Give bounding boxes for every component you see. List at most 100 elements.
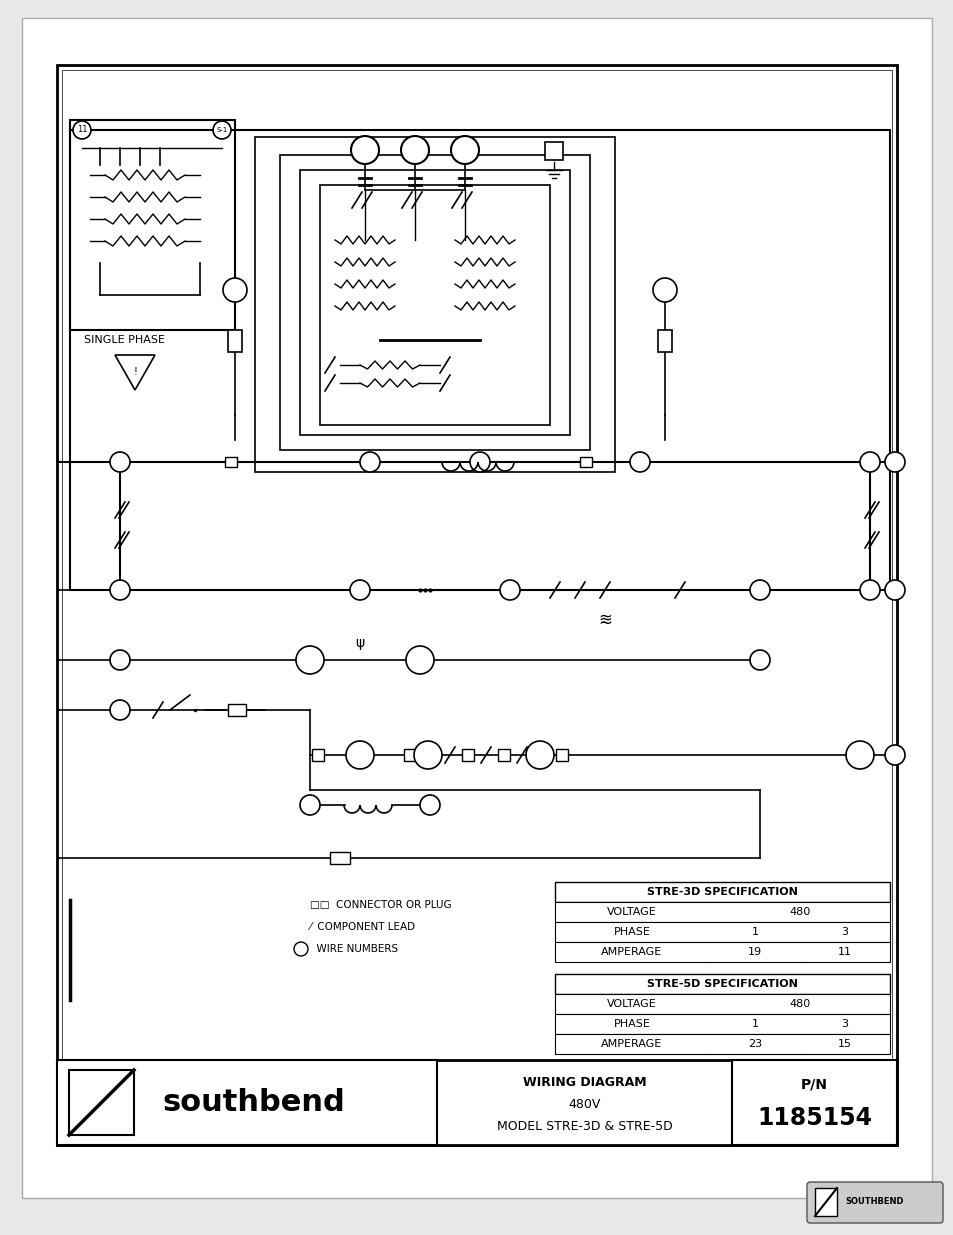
Circle shape [73, 121, 91, 140]
Bar [254, 137, 615, 472]
Circle shape [400, 136, 429, 164]
Circle shape [629, 452, 649, 472]
Bar [555, 882, 889, 902]
Text: 1: 1 [751, 1019, 758, 1029]
Bar [280, 156, 589, 450]
Circle shape [295, 646, 324, 674]
Bar [555, 942, 889, 962]
Bar [497, 748, 510, 761]
Circle shape [351, 136, 378, 164]
Circle shape [749, 650, 769, 671]
Text: 480V: 480V [568, 1098, 600, 1110]
Circle shape [110, 650, 130, 671]
Text: VOLTAGE: VOLTAGE [606, 999, 657, 1009]
Circle shape [884, 580, 904, 600]
Text: ⁄  COMPONENT LEAD: ⁄ COMPONENT LEAD [310, 923, 416, 932]
Bar [69, 1070, 133, 1135]
Text: 1: 1 [751, 927, 758, 937]
Circle shape [884, 452, 904, 472]
Text: STRE-3D SPECIFICATION: STRE-3D SPECIFICATION [646, 887, 797, 897]
FancyBboxPatch shape [806, 1182, 942, 1223]
Circle shape [359, 452, 379, 472]
Circle shape [470, 452, 490, 472]
Text: WIRE NUMBERS: WIRE NUMBERS [310, 944, 397, 953]
Text: AMPERAGE: AMPERAGE [600, 947, 662, 957]
Bar [57, 1060, 896, 1145]
Text: southbend: southbend [162, 1088, 345, 1116]
Bar [731, 1060, 896, 1145]
Bar [330, 852, 350, 864]
Circle shape [845, 741, 873, 769]
Bar [555, 1014, 889, 1034]
Bar [579, 457, 592, 467]
Text: ψ: ψ [355, 636, 364, 650]
Bar [403, 748, 416, 761]
Circle shape [213, 121, 231, 140]
Bar [62, 70, 891, 1140]
Circle shape [419, 795, 439, 815]
Bar [658, 330, 671, 352]
Text: 11: 11 [76, 126, 87, 135]
Circle shape [859, 452, 879, 472]
Text: WIRING DIAGRAM: WIRING DIAGRAM [522, 1076, 645, 1088]
Text: PHASE: PHASE [613, 1019, 650, 1029]
Circle shape [525, 741, 554, 769]
Bar [228, 330, 242, 352]
Text: MODEL STRE-3D & STRE-5D: MODEL STRE-3D & STRE-5D [497, 1119, 672, 1132]
Bar [555, 974, 889, 994]
Bar [312, 748, 324, 761]
Text: STRE-5D SPECIFICATION: STRE-5D SPECIFICATION [646, 979, 797, 989]
Circle shape [350, 580, 370, 600]
Text: □□  CONNECTOR OR PLUG: □□ CONNECTOR OR PLUG [310, 900, 451, 910]
Bar [228, 704, 246, 716]
Bar [319, 185, 550, 425]
Text: 1185154: 1185154 [757, 1107, 871, 1130]
Text: 480: 480 [788, 906, 810, 918]
Bar [555, 1034, 889, 1053]
Bar [555, 902, 889, 923]
Text: 3: 3 [841, 1019, 847, 1029]
Circle shape [110, 452, 130, 472]
Text: SINGLE PHASE: SINGLE PHASE [85, 335, 165, 345]
Bar [555, 923, 889, 942]
Text: 15: 15 [837, 1039, 851, 1049]
Bar [225, 457, 236, 467]
Circle shape [110, 700, 130, 720]
Circle shape [652, 278, 677, 303]
Circle shape [414, 741, 441, 769]
Circle shape [223, 278, 247, 303]
Text: 19: 19 [747, 947, 761, 957]
Circle shape [859, 580, 879, 600]
Bar [556, 748, 567, 761]
Text: 11: 11 [837, 947, 851, 957]
Circle shape [884, 745, 904, 764]
Bar [555, 994, 889, 1014]
Circle shape [749, 580, 769, 600]
Text: PHASE: PHASE [613, 927, 650, 937]
Text: ≋: ≋ [598, 611, 611, 629]
Bar [544, 142, 562, 161]
Circle shape [110, 580, 130, 600]
Bar [461, 748, 474, 761]
Circle shape [499, 580, 519, 600]
Text: 23: 23 [747, 1039, 761, 1049]
Bar [57, 65, 896, 1145]
Text: 480: 480 [788, 999, 810, 1009]
Text: 3: 3 [841, 927, 847, 937]
Circle shape [406, 646, 434, 674]
Text: AMPERAGE: AMPERAGE [600, 1039, 662, 1049]
Text: P/N: P/N [801, 1078, 827, 1092]
Bar [57, 1060, 436, 1145]
Circle shape [299, 795, 319, 815]
Text: !: ! [132, 367, 137, 377]
Text: SOUTHBEND: SOUTHBEND [845, 1198, 903, 1207]
Circle shape [346, 741, 374, 769]
Text: VOLTAGE: VOLTAGE [606, 906, 657, 918]
Bar [814, 1188, 836, 1216]
Text: S-1: S-1 [216, 127, 228, 133]
Bar [70, 130, 889, 590]
Bar [299, 170, 569, 435]
Circle shape [451, 136, 478, 164]
Bar [70, 120, 234, 330]
Circle shape [294, 942, 308, 956]
